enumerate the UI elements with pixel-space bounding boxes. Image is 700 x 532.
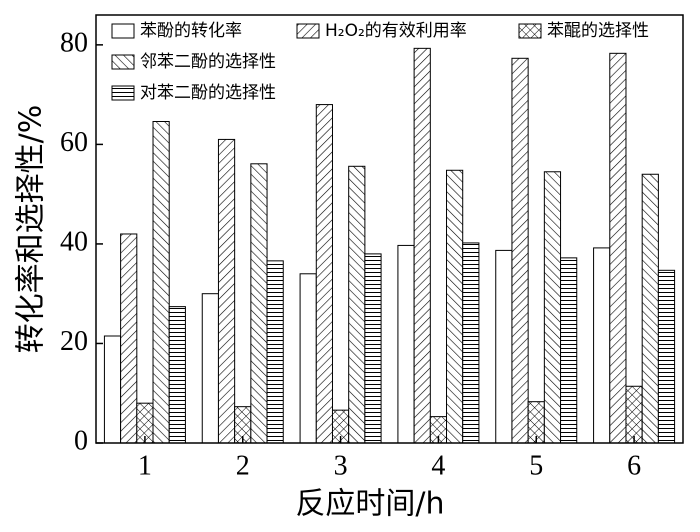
x-tick-label: 4: [431, 450, 445, 481]
bar: [397, 244, 415, 444]
legend-label: 对苯二酚的选择性: [140, 83, 276, 103]
x-tick-label: 6: [627, 450, 641, 481]
x-tick-label: 2: [236, 450, 250, 481]
y-tick-label: 60: [60, 127, 88, 158]
bar: [625, 385, 643, 444]
legend-label: H₂O₂的有效利用率: [325, 21, 467, 41]
legend-swatch: [111, 54, 135, 70]
bar: [511, 57, 529, 444]
bar: [413, 47, 431, 444]
bar: [217, 138, 236, 444]
y-tick-label: 40: [60, 226, 88, 257]
bar: [120, 233, 138, 444]
bar: [168, 306, 186, 444]
bar: [364, 253, 382, 444]
bar: [266, 260, 284, 444]
bar: [299, 273, 317, 444]
bar: [446, 169, 464, 444]
bar: [103, 335, 122, 444]
legend-label: 苯醌的选择性: [547, 21, 649, 41]
legend-label: 邻苯二酚的选择性: [140, 52, 276, 72]
y-tick-label: 20: [60, 326, 88, 357]
bar: [543, 171, 562, 444]
bar: [201, 293, 219, 444]
plot-frame: [95, 14, 684, 444]
bar: [560, 257, 578, 444]
x-tick-label: 5: [529, 450, 543, 481]
bar: [609, 52, 627, 444]
legend-swatch: [111, 23, 135, 39]
legend-label: 苯酚的转化率: [140, 21, 242, 41]
bar: [495, 249, 513, 444]
y-axis-title: 转化率和选择性/%: [14, 105, 49, 354]
bar: [593, 247, 611, 444]
bar: [348, 165, 366, 444]
x-tick-label: 1: [138, 450, 152, 481]
x-axis-title: 反应时间/h: [295, 487, 444, 522]
bar: [462, 242, 480, 444]
bar: [657, 269, 676, 444]
legend-swatch: [111, 85, 135, 101]
y-tick-label: 0: [74, 425, 88, 456]
legend-swatch: [518, 23, 542, 39]
bar: [250, 163, 268, 444]
x-tick-label: 3: [334, 450, 348, 481]
legend-swatch: [296, 23, 320, 39]
y-tick-label: 80: [60, 27, 88, 58]
bar: [315, 104, 333, 444]
bar: [152, 121, 170, 444]
bar: [641, 173, 659, 444]
